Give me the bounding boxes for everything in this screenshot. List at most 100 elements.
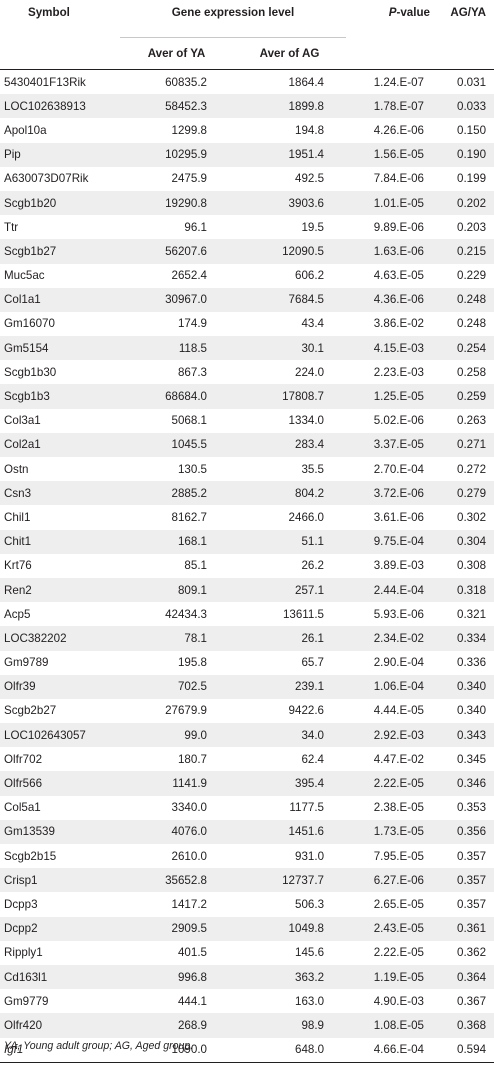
cell-aver-ag: 26.1 — [233, 626, 347, 651]
header-ratio: AG/YA — [450, 6, 487, 19]
cell-symbol: Igf1 — [0, 1037, 120, 1063]
cell-aver-ag: 19.5 — [233, 215, 347, 240]
cell-ratio: 0.356 — [432, 819, 494, 844]
cell-aver-ag: 363.2 — [233, 964, 347, 990]
cell-p-value: 2.70.E-04 — [346, 457, 433, 482]
cell-aver-ag: 1864.4 — [233, 69, 347, 95]
cell-aver-ya: 56207.6 — [120, 239, 233, 264]
header-blank-symbol — [0, 37, 120, 70]
cell-aver-ya: 118.5 — [120, 336, 233, 361]
cell-p-value: 6.27.E-06 — [346, 868, 433, 893]
table-row: Chit1 168.1 51.1 9.75.E-04 0.304 — [0, 529, 494, 554]
table-row: Ttr 96.1 19.5 9.89.E-06 0.203 — [0, 215, 494, 240]
table-row: Scgb2b27 27679.9 9422.6 4.44.E-05 0.340 — [0, 698, 494, 724]
table-row: Olfr566 1141.9 395.4 2.22.E-05 0.346 — [0, 771, 494, 796]
cell-p-value: 2.90.E-04 — [346, 650, 433, 675]
cell-aver-ya: 168.1 — [120, 529, 233, 554]
cell-ratio: 0.263 — [432, 408, 494, 433]
table-row: LOC102643057 99.0 34.0 2.92.E-03 0.343 — [0, 723, 494, 748]
cell-p-value: 1.06.E-04 — [346, 674, 433, 699]
table-row: Gm9779 444.1 163.0 4.90.E-03 0.367 — [0, 989, 494, 1014]
cell-aver-ag: 1451.6 — [233, 819, 347, 844]
cell-p-value: 4.15.E-03 — [346, 336, 433, 361]
table-row: A630073D07Rik 2475.9 492.5 7.84.E-06 0.199 — [0, 166, 494, 191]
cell-symbol: Chit1 — [0, 529, 120, 554]
cell-ratio: 0.364 — [432, 964, 494, 990]
table-row: Col5a1 3340.0 1177.5 2.38.E-05 0.353 — [0, 795, 494, 820]
header-blank-ratio — [432, 37, 494, 70]
cell-symbol: Ttr — [0, 215, 120, 240]
cell-ratio: 0.368 — [432, 1013, 494, 1038]
cell-aver-ag: 492.5 — [233, 166, 347, 191]
table-row: Col2a1 1045.5 283.4 3.37.E-05 0.271 — [0, 432, 494, 457]
cell-ratio: 0.353 — [432, 795, 494, 820]
cell-p-value: 4.26.E-06 — [346, 118, 433, 143]
cell-aver-ag: 283.4 — [233, 432, 347, 457]
cell-p-value: 4.66.E-04 — [346, 1037, 433, 1063]
cell-symbol: Col3a1 — [0, 408, 120, 433]
table-row: Ren2 809.1 257.1 2.44.E-04 0.318 — [0, 577, 494, 603]
cell-ratio: 0.321 — [432, 602, 494, 627]
cell-ratio: 0.150 — [432, 118, 494, 143]
cell-p-value: 4.90.E-03 — [346, 989, 433, 1014]
table-row: 5430401F13Rik 60835.2 1864.4 1.24.E-07 0.031 — [0, 69, 494, 95]
cell-symbol: Crisp1 — [0, 868, 120, 893]
table-row: Scgb1b30 867.3 224.0 2.23.E-03 0.258 — [0, 360, 494, 385]
cell-symbol: LOC102643057 — [0, 723, 120, 748]
header-gene-expression-level: Gene expression level — [120, 0, 347, 38]
cell-p-value: 1.78.E-07 — [346, 94, 433, 119]
cell-ratio: 0.033 — [432, 94, 494, 119]
table-row: Gm16070 174.9 43.4 3.86.E-02 0.248 — [0, 311, 494, 337]
cell-symbol: Pip — [0, 142, 120, 167]
cell-symbol: Scgb1b30 — [0, 360, 120, 385]
table-row: Gm13539 4076.0 1451.6 1.73.E-05 0.356 — [0, 819, 494, 844]
cell-ratio: 0.279 — [432, 481, 494, 506]
cell-aver-ya: 2652.4 — [120, 263, 233, 288]
cell-ratio: 0.248 — [432, 311, 494, 337]
cell-symbol: Gm9789 — [0, 650, 120, 675]
header-blank-p — [346, 37, 433, 70]
cell-aver-ya: 401.5 — [120, 940, 233, 965]
table-header: Symbol Gene expression level P-value AG/… — [0, 0, 494, 70]
cell-ratio: 0.361 — [432, 916, 494, 941]
cell-p-value: 4.44.E-05 — [346, 698, 433, 724]
cell-ratio: 0.259 — [432, 384, 494, 409]
cell-p-value: 2.34.E-02 — [346, 626, 433, 651]
cell-p-value: 1.25.E-05 — [346, 384, 433, 409]
table-row: Muc5ac 2652.4 606.2 4.63.E-05 0.229 — [0, 263, 494, 288]
cell-ratio: 0.340 — [432, 674, 494, 699]
cell-p-value: 4.36.E-06 — [346, 287, 433, 312]
cell-aver-ag: 648.0 — [233, 1037, 347, 1063]
cell-p-value: 2.44.E-04 — [346, 577, 433, 603]
cell-ratio: 0.258 — [432, 360, 494, 385]
cell-symbol: Gm9779 — [0, 989, 120, 1014]
header-aver-ag: Aver of AG — [233, 37, 347, 70]
table-row: Krt76 85.1 26.2 3.89.E-03 0.308 — [0, 553, 494, 578]
cell-p-value: 2.92.E-03 — [346, 723, 433, 748]
cell-ratio: 0.203 — [432, 215, 494, 240]
table-row: Igf1 1090.0 648.0 4.66.E-04 0.594 — [0, 1037, 494, 1063]
cell-aver-ya: 30967.0 — [120, 287, 233, 312]
table-row: Gm5154 118.5 30.1 4.15.E-03 0.254 — [0, 336, 494, 361]
cell-aver-ag: 51.1 — [233, 529, 347, 554]
header-symbol: Symbol — [28, 6, 70, 19]
table-row: Olfr420 268.9 98.9 1.08.E-05 0.368 — [0, 1013, 494, 1038]
cell-p-value: 1.19.E-05 — [346, 964, 433, 990]
table-row: Col1a1 30967.0 7684.5 4.36.E-06 0.248 — [0, 287, 494, 312]
cell-aver-ya: 60835.2 — [120, 69, 233, 95]
cell-symbol: LOC382202 — [0, 626, 120, 651]
cell-symbol: Muc5ac — [0, 263, 120, 288]
cell-aver-ag: 65.7 — [233, 650, 347, 675]
cell-ratio: 0.345 — [432, 747, 494, 772]
cell-aver-ya: 174.9 — [120, 311, 233, 337]
cell-ratio: 0.215 — [432, 239, 494, 264]
cell-aver-ya: 1141.9 — [120, 771, 233, 796]
cell-p-value: 3.86.E-02 — [346, 311, 433, 337]
cell-ratio: 0.367 — [432, 989, 494, 1014]
cell-aver-ag: 34.0 — [233, 723, 347, 748]
cell-symbol: LOC102638913 — [0, 94, 120, 119]
cell-symbol: Olfr702 — [0, 747, 120, 772]
table-row: Olfr39 702.5 239.1 1.06.E-04 0.340 — [0, 674, 494, 699]
table-row: Dcpp2 2909.5 1049.8 2.43.E-05 0.361 — [0, 916, 494, 941]
